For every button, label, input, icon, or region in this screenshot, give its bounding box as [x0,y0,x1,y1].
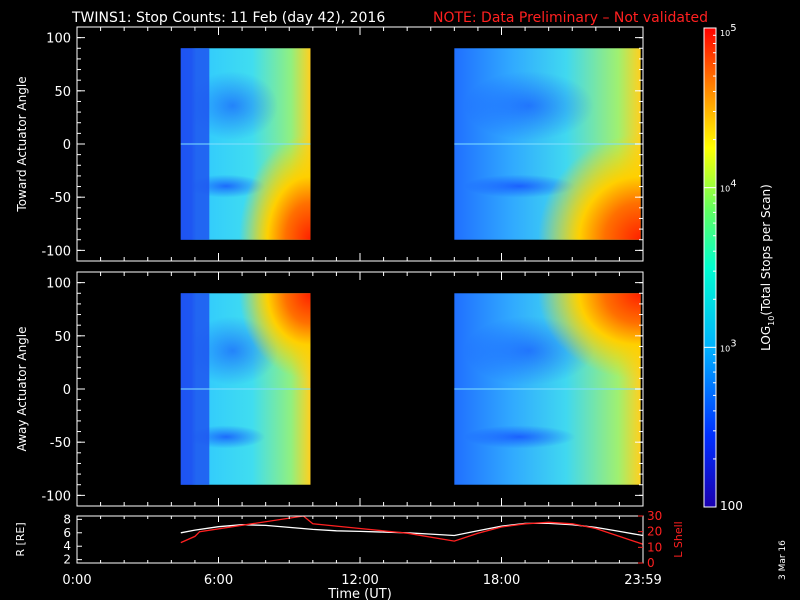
figure-title: TWINS1: Stop Counts: 11 Feb (day 42), 20… [71,10,385,26]
y-right-tick-label: 0 [647,556,655,570]
colorbar-tick-label: 100 [720,499,743,513]
y-tick-label: 0 [63,383,71,398]
colorbar-gradient [704,28,716,507]
y-tick-label: -100 [41,489,71,504]
y-tick-label: 100 [46,277,71,292]
colorbar-tick-label: 105 [720,23,737,38]
toward-panel: 100 50 0 -50 -100 Toward Actuator Angle [15,26,644,262]
r-axis-label: R [RE] [14,522,27,556]
y-tick-label: 100 [46,32,71,47]
y-right-tick-label: 20 [647,525,662,539]
preliminary-note: NOTE: Data Preliminary – Not validated [433,10,708,26]
y-tick-label: -50 [50,436,71,451]
x-tick-label: 23:59 [624,573,661,588]
colorbar-label: LOG10(Total Stops per Scan) [759,184,776,351]
x-tick-label: 18:00 [483,573,520,588]
away-panel: 100 50 0 -50 -100 Away Actuator Angle [15,271,644,507]
colorbar-tick-label: 103 [720,338,737,353]
colorbar: 100 103 104 105 LOG10(Total Stops per Scan) [703,23,776,513]
x-tick-label: 12:00 [341,573,378,588]
y-axis-label: Toward Actuator Angle [15,76,29,212]
colorbar-tick-label: 104 [720,179,737,194]
heatmap-block [454,293,641,485]
x-axis-label: Time (UT) [327,587,392,600]
heatmap-block [180,293,311,485]
x-tick-label: 0:00 [62,573,91,588]
y-axis-label: Away Actuator Angle [15,326,29,451]
y-right-tick-label: 30 [647,509,662,523]
l-shell-line [180,515,644,545]
y-left-tick-label: 8 [63,512,71,526]
heatmap-block [454,48,641,240]
y-left-tick-label: 4 [63,539,71,553]
l-shell-axis-label: L Shell [672,521,685,557]
y-tick-label: 50 [54,85,71,100]
heatmap-block [180,48,311,240]
y-left-tick-label: 6 [63,526,71,540]
side-date: 3 Mar 16 [778,540,788,580]
y-tick-label: -100 [41,244,71,259]
x-tick-label: 6:00 [204,573,233,588]
y-right-tick-label: 10 [647,540,662,554]
y-left-tick-label: 2 [63,553,71,567]
y-tick-label: 0 [63,138,71,153]
y-tick-label: 50 [54,330,71,345]
y-tick-label: -50 [50,191,71,206]
